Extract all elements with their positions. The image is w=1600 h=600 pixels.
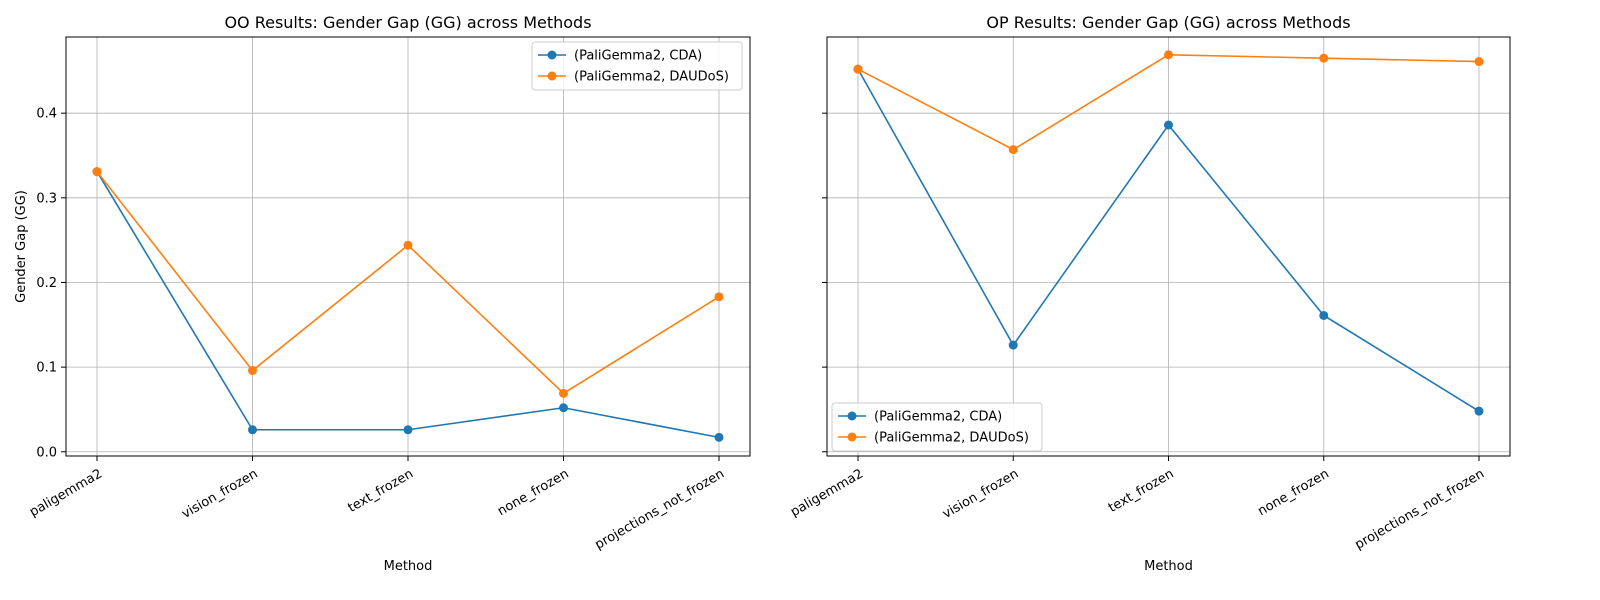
- data-point: [248, 425, 257, 435]
- data-point: [1474, 406, 1484, 416]
- x-tick-label: text_frozen: [1106, 466, 1177, 515]
- data-point: [92, 167, 102, 177]
- data-point: [1319, 310, 1329, 320]
- data-point: [403, 240, 413, 250]
- x-tick-label: paligemma2: [27, 466, 105, 520]
- legend-label: (PaliGemma2, CDA): [574, 49, 702, 64]
- y-tick-label: 0.0: [36, 445, 57, 460]
- x-tick-label: none_frozen: [495, 466, 571, 519]
- legend-label: (PaliGemma2, DAUDoS): [874, 431, 1029, 446]
- chart-panel-1: 0.0 0.1 0.2 0.3 0.4 paligemma2 vision_frozen te…: [14, 13, 751, 574]
- y-tick-label: 0.3: [36, 191, 57, 206]
- legend-marker: [547, 50, 557, 60]
- data-point: [1474, 57, 1484, 67]
- x-tick-label: vision_frozen: [940, 466, 1021, 522]
- x-tick-label: projections_not_frozen: [1353, 466, 1487, 552]
- legend-box: [531, 41, 743, 91]
- x-axis-label: Method: [384, 559, 433, 574]
- chart-title: OP Results: Gender Gap (GG) across Metho…: [986, 13, 1350, 32]
- legend: (PaliGemma2, CDA) (PaliGemma2, DAUDoS): [531, 41, 743, 91]
- chart-panel-2: paligemma2 vision_frozen text_frozen none_f…: [788, 13, 1511, 574]
- y-tick-label: 0.1: [36, 361, 57, 376]
- data-point: [1164, 120, 1173, 130]
- legend: (PaliGemma2, CDA) (PaliGemma2, DAUDoS): [831, 402, 1043, 452]
- data-point: [559, 403, 568, 413]
- data-point: [714, 292, 724, 302]
- data-point: [1319, 53, 1329, 63]
- x-tick-label: text_frozen: [345, 466, 416, 515]
- data-point: [1164, 50, 1173, 60]
- data-point: [403, 425, 413, 435]
- legend-marker: [847, 411, 857, 421]
- legend-label: (PaliGemma2, DAUDoS): [574, 70, 729, 85]
- data-point: [248, 366, 257, 376]
- x-tick-label: paligemma2: [788, 466, 866, 520]
- data-point: [1008, 340, 1018, 350]
- y-tick-label: 0.4: [36, 107, 57, 122]
- data-point: [714, 432, 724, 442]
- chart-title: OO Results: Gender Gap (GG) across Metho…: [224, 13, 591, 32]
- data-point: [853, 64, 863, 74]
- legend-box: [831, 402, 1043, 452]
- legend-label: (PaliGemma2, CDA): [874, 410, 1002, 425]
- data-point: [559, 388, 568, 398]
- y-axis-label: Gender Gap (GG): [14, 190, 29, 303]
- y-tick-label: 0.2: [36, 276, 57, 291]
- x-tick-label: projections_not_frozen: [593, 466, 727, 552]
- x-axis-label: Method: [1144, 559, 1193, 574]
- legend-marker: [847, 432, 857, 442]
- x-tick-label: vision_frozen: [179, 466, 260, 522]
- x-tick-label: none_frozen: [1255, 466, 1331, 519]
- data-point: [1008, 145, 1018, 155]
- legend-marker: [547, 71, 557, 81]
